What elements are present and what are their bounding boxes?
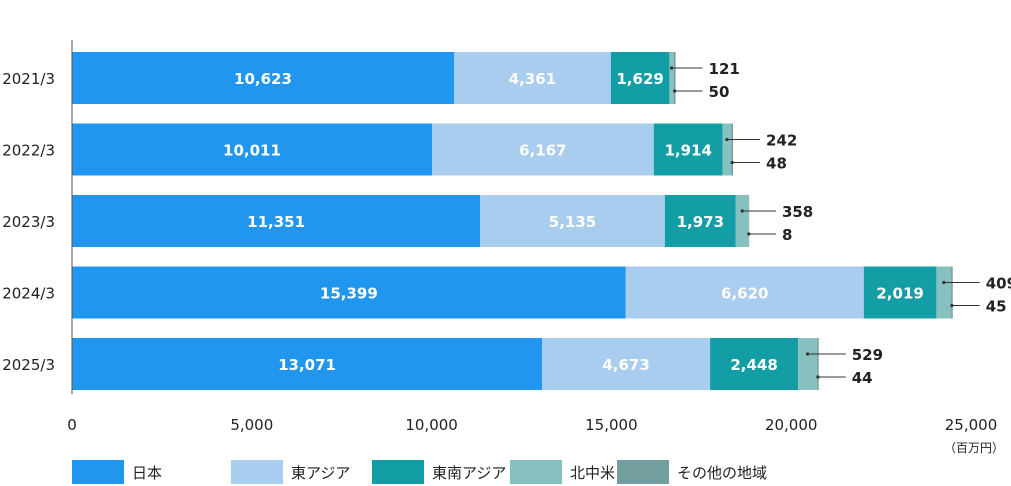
bar-segment bbox=[722, 123, 732, 176]
bar-segment bbox=[863, 266, 937, 319]
callout-label: 50 bbox=[709, 83, 730, 101]
callout-label: 8 bbox=[782, 226, 792, 244]
data-label: 6,167 bbox=[519, 142, 566, 160]
data-label: 1,629 bbox=[616, 70, 663, 88]
unit-label: （百万円） bbox=[944, 441, 1004, 455]
data-label: 11,351 bbox=[247, 213, 305, 231]
data-label: 2,019 bbox=[876, 285, 923, 303]
callout-label: 529 bbox=[852, 346, 883, 364]
bar-segment bbox=[454, 52, 611, 104]
data-label: 10,623 bbox=[234, 70, 292, 88]
bar-segment bbox=[72, 338, 543, 390]
callout-label: 242 bbox=[766, 132, 797, 150]
bar-segment bbox=[625, 266, 864, 319]
legend-swatch bbox=[510, 460, 562, 484]
bar-segment bbox=[673, 52, 676, 104]
bar-segment bbox=[664, 195, 736, 247]
bar-segment bbox=[653, 123, 723, 176]
legend-swatch bbox=[72, 460, 124, 484]
legend-swatch bbox=[617, 460, 669, 484]
bar-segment bbox=[542, 338, 711, 390]
x-tick-label: 10,000 bbox=[405, 416, 458, 434]
x-tick-label: 25,000 bbox=[945, 416, 998, 434]
bar-segment bbox=[72, 195, 481, 247]
data-label: 1,914 bbox=[664, 142, 711, 160]
bars-layer bbox=[72, 52, 953, 390]
legend: 日本 東アジア 東南アジア 北中米 その他の地域 bbox=[72, 460, 767, 484]
legend-swatch bbox=[231, 460, 283, 484]
legend-label: その他の地域 bbox=[677, 464, 767, 482]
data-label: 10,011 bbox=[223, 142, 281, 160]
data-label: 2,448 bbox=[730, 356, 777, 374]
legend-label: 東アジア bbox=[291, 464, 350, 482]
bar-segment bbox=[710, 338, 799, 390]
data-label: 13,071 bbox=[278, 356, 336, 374]
bar-segment bbox=[72, 123, 432, 176]
legend-label: 北中米 bbox=[570, 464, 615, 482]
legend-label: 日本 bbox=[132, 464, 162, 482]
bar-segment bbox=[951, 266, 953, 319]
bar-segment bbox=[798, 338, 818, 390]
data-label: 5,135 bbox=[549, 213, 596, 231]
bar-segment bbox=[735, 195, 749, 247]
legend-swatch bbox=[372, 460, 424, 484]
category-label: 2021/3 bbox=[2, 70, 55, 88]
labels-layer: 2021/3 10,623 4,361 1,629 121 50 2022/3 10,011 6… bbox=[2, 60, 1011, 387]
bar-segment bbox=[431, 123, 654, 176]
data-label: 4,361 bbox=[509, 70, 556, 88]
callout-label: 358 bbox=[782, 203, 813, 221]
bar-segment bbox=[817, 338, 819, 390]
category-label: 2022/3 bbox=[2, 142, 55, 160]
x-axis: 0 5,000 10,000 15,000 20,000 25,000 bbox=[67, 416, 997, 434]
bar-segment bbox=[72, 266, 626, 319]
bar-segment bbox=[748, 195, 750, 247]
x-tick-label: 5,000 bbox=[230, 416, 273, 434]
data-label: 4,673 bbox=[602, 356, 649, 374]
bar-segment bbox=[610, 52, 670, 104]
data-label: 15,399 bbox=[320, 285, 378, 303]
callout-label: 409 bbox=[986, 275, 1011, 293]
callout-label: 45 bbox=[986, 298, 1007, 316]
category-label: 2023/3 bbox=[2, 213, 55, 231]
callout-label: 48 bbox=[766, 155, 787, 173]
x-tick-label: 0 bbox=[67, 416, 77, 434]
legend-label: 東南アジア bbox=[432, 464, 506, 482]
data-label: 1,973 bbox=[677, 213, 724, 231]
x-tick-label: 20,000 bbox=[765, 416, 818, 434]
category-label: 2024/3 bbox=[2, 285, 55, 303]
data-label: 6,620 bbox=[721, 285, 768, 303]
x-tick-label: 15,000 bbox=[585, 416, 638, 434]
bar-segment bbox=[72, 52, 455, 104]
bar-segment bbox=[731, 123, 734, 176]
callout-label: 44 bbox=[852, 369, 873, 387]
bar-segment bbox=[480, 195, 665, 247]
callout-label: 121 bbox=[709, 60, 740, 78]
category-label: 2025/3 bbox=[2, 356, 55, 374]
bar-segment bbox=[936, 266, 952, 319]
bar-segment bbox=[669, 52, 674, 104]
